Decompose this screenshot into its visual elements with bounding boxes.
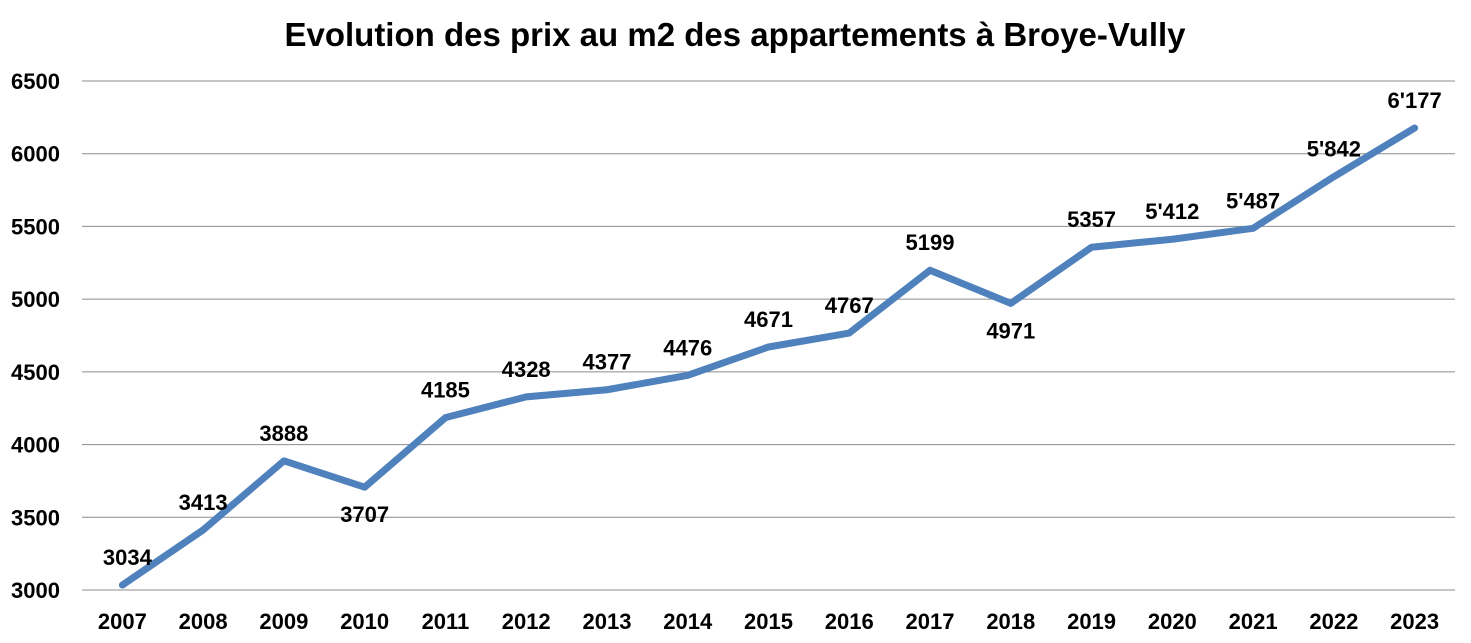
series-line [118,124,1419,589]
data-point [120,583,124,587]
x-tick-label: 2012 [502,609,551,634]
y-tick-label: 3500 [11,505,60,530]
y-tick-label: 4500 [11,360,60,385]
data-label: 3707 [340,502,389,527]
data-label: 5'412 [1145,199,1199,224]
data-label: 4328 [502,357,551,382]
data-label: 5199 [906,230,955,255]
data-label: 5'842 [1307,137,1361,162]
data-point [928,268,932,272]
x-tick-label: 2007 [98,609,147,634]
x-tick-label: 2010 [340,609,389,634]
y-tick-label: 5500 [11,214,60,239]
gridlines [82,80,1455,591]
x-tick-label: 2021 [1229,609,1278,634]
data-point [847,331,851,335]
data-point [686,373,690,377]
x-tick-label: 2016 [825,609,874,634]
data-point [201,528,205,532]
data-label: 3888 [259,421,308,446]
series-layer [118,124,1419,589]
data-point [282,459,286,463]
x-tick-label: 2008 [179,609,228,634]
data-label: 5'487 [1226,188,1280,213]
data-label: 6'177 [1388,88,1442,113]
data-point [1090,245,1094,249]
data-label: 4671 [744,307,793,332]
data-point [1009,301,1013,305]
data-label: 4971 [986,318,1035,343]
data-label: 4377 [582,350,631,375]
data-point [363,485,367,489]
data-point [1332,175,1336,179]
y-tick-label: 6000 [11,142,60,167]
data-label: 3413 [179,490,228,515]
x-tick-label: 2014 [663,609,713,634]
x-axis-ticks: 2007 2008 2009 2010 2011 2012 2013 2014 2015 2016… [98,609,1439,634]
x-tick-label: 2011 [422,609,470,634]
x-tick-label: 2013 [582,609,631,634]
y-tick-label: 5000 [11,287,60,312]
y-tick-label: 3000 [11,578,60,603]
data-point [1170,237,1174,241]
data-point [443,416,447,420]
chart-title: Evolution des prix au m2 des appartement… [284,16,1186,53]
x-tick-label: 2009 [259,609,308,634]
data-point [605,388,609,392]
data-label: 4185 [421,378,470,403]
data-label: 5357 [1067,207,1116,232]
data-point [767,345,770,349]
data-point [1251,226,1255,230]
data-label: 4476 [663,335,712,360]
x-tick-label: 2020 [1148,609,1197,634]
data-point [524,395,528,399]
x-tick-label: 2023 [1390,609,1439,634]
x-tick-label: 2019 [1067,609,1116,634]
data-label: 3034 [103,545,153,570]
data-point [1413,126,1417,130]
y-tick-label: 4000 [11,433,60,458]
x-tick-label: 2015 [744,609,793,634]
data-labels: 3034 3413 3888 3707 4185 4328 4377 4476 4671 4767… [103,88,1442,570]
y-axis-ticks: 3000 3500 4000 4500 5000 5500 6000 6500 [11,69,60,603]
data-label: 4767 [825,293,874,318]
x-tick-label: 2022 [1309,609,1358,634]
y-tick-label: 6500 [11,69,60,94]
x-tick-label: 2017 [906,609,955,634]
x-tick-label: 2018 [986,609,1035,634]
